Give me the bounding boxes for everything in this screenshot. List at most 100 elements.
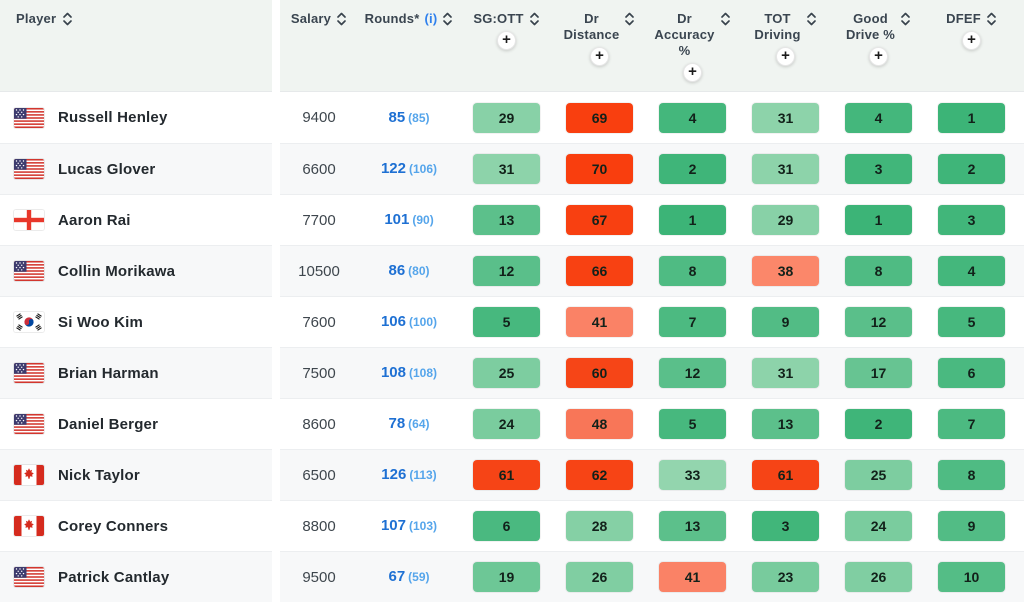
- rounds-cell: 101 (90): [358, 211, 460, 229]
- add-column-button[interactable]: +: [497, 31, 516, 50]
- rounds-secondary-value: (64): [408, 417, 430, 431]
- player-name: Lucas Glover: [58, 160, 156, 178]
- flag-icon-us: [14, 159, 44, 179]
- stat-col-dfef: 1: [925, 102, 1018, 133]
- stat-col-dr-distance: 66: [553, 256, 646, 286]
- column-header-rounds[interactable]: Rounds* (i): [358, 0, 460, 27]
- column-header-dr-accuracy-pct[interactable]: Dr Accuracy% +: [646, 0, 739, 82]
- player-cell: Collin Morikawa: [0, 261, 280, 281]
- column-header-good-drive-pct[interactable]: Good Drive % +: [832, 0, 925, 66]
- stat-col-tot-driving: 61: [739, 460, 832, 490]
- add-column-button[interactable]: +: [590, 47, 609, 66]
- player-row[interactable]: Russell Henley 9400 85 (85) 29 69 4 31 4 1: [0, 92, 1024, 143]
- column-header-label: Dr Distance: [564, 11, 620, 43]
- player-row[interactable]: Lucas Glover 6600 122 (106) 31 70 2 31 3 2: [0, 143, 1024, 194]
- add-column-button[interactable]: +: [776, 47, 795, 66]
- stat-cell: 4: [659, 102, 726, 133]
- stat-cell: 3: [938, 205, 1005, 235]
- player-row[interactable]: Brian Harman 7500 108 (108) 25 60 12 31 17 6: [0, 347, 1024, 398]
- sort-icon[interactable]: [900, 11, 911, 27]
- stat-col-good-drive-pct: 26: [832, 562, 925, 592]
- stat-cell: 1: [938, 102, 1005, 133]
- column-header-player[interactable]: Player: [0, 0, 280, 27]
- column-header-label: SG:OTT: [473, 11, 523, 27]
- stat-cell: 13: [473, 205, 540, 235]
- flag-icon-us: [14, 363, 44, 383]
- stat-cell: 1: [845, 205, 912, 235]
- add-column-button[interactable]: +: [869, 47, 888, 66]
- player-row[interactable]: Aaron Rai 7700 101 (90) 13 67 1 29 1 3: [0, 194, 1024, 245]
- stat-cell: 13: [752, 409, 819, 439]
- stat-col-dr-accuracy-pct: 8: [646, 256, 739, 286]
- stat-col-dr-accuracy-pct: 2: [646, 154, 739, 184]
- player-row[interactable]: Nick Taylor 6500 126 (113) 61 62 33 61 25 8: [0, 449, 1024, 500]
- sort-icon[interactable]: [986, 11, 997, 27]
- stat-col-good-drive-pct: 2: [832, 409, 925, 439]
- rounds-value: 86: [388, 262, 406, 279]
- player-row[interactable]: Collin Morikawa 10500 86 (80) 12 66 8 38 8 4: [0, 245, 1024, 296]
- add-column-button[interactable]: +: [962, 31, 981, 50]
- stat-cell: 31: [473, 154, 540, 184]
- sort-icon[interactable]: [442, 11, 453, 27]
- stat-col-dr-distance: 70: [553, 154, 646, 184]
- column-header-line: Dr: [677, 11, 692, 26]
- stat-col-good-drive-pct: 3: [832, 154, 925, 184]
- stat-col-dr-distance: 48: [553, 409, 646, 439]
- rounds-cell: 86 (80): [358, 262, 460, 280]
- sort-icon[interactable]: [624, 11, 635, 27]
- rounds-secondary-value: (103): [409, 519, 438, 533]
- column-header-line: SG:OTT: [473, 11, 524, 26]
- stat-header-top: Dr Accuracy%: [654, 11, 730, 59]
- stat-cell: 12: [845, 307, 912, 337]
- player-row[interactable]: Patrick Cantlay 9500 67 (59) 19 26 41 23 26 10: [0, 551, 1024, 602]
- stat-col-tot-driving: 38: [739, 256, 832, 286]
- rounds-info-link[interactable]: (i): [424, 11, 438, 26]
- stat-col-dr-accuracy-pct: 33: [646, 460, 739, 490]
- stat-cell: 8: [659, 256, 726, 286]
- stat-col-tot-driving: 3: [739, 511, 832, 541]
- player-cell: Daniel Berger: [0, 414, 280, 434]
- column-header-tot-driving[interactable]: TOT Driving +: [739, 0, 832, 66]
- sort-icon[interactable]: [806, 11, 817, 27]
- stat-cell: 25: [845, 460, 912, 490]
- stat-cell: 7: [938, 409, 1005, 439]
- table-header-row: Player Salary Rounds* (i) SG:OTT + Dr Dis…: [0, 0, 1024, 92]
- stat-col-dr-accuracy-pct: 4: [646, 102, 739, 133]
- salary-value: 6500: [302, 466, 336, 484]
- player-name: Corey Conners: [58, 517, 169, 535]
- sort-icon[interactable]: [720, 11, 731, 27]
- column-header-dfef[interactable]: DFEF +: [925, 0, 1018, 50]
- rounds-value: 101: [384, 211, 410, 228]
- stat-cell: 29: [473, 102, 540, 133]
- sort-icon[interactable]: [62, 11, 73, 27]
- column-header-line: Distance: [563, 27, 620, 42]
- add-column-button[interactable]: +: [683, 63, 702, 82]
- rounds-cell: 85 (85): [358, 109, 460, 127]
- stat-cell: 19: [473, 562, 540, 592]
- sort-icon[interactable]: [336, 11, 347, 27]
- player-cell: Brian Harman: [0, 363, 280, 383]
- stat-cell: 2: [938, 154, 1005, 184]
- rounds-secondary-value: (106): [409, 162, 438, 176]
- salary-value: 10500: [298, 262, 340, 280]
- column-header-label: DFEF: [946, 11, 981, 27]
- column-header-dr-distance[interactable]: Dr Distance +: [553, 0, 646, 66]
- stat-cell: 7: [659, 307, 726, 337]
- stat-cell: 4: [845, 102, 912, 133]
- flag-icon-kr: [14, 312, 44, 332]
- column-header-sg-ott[interactable]: SG:OTT +: [460, 0, 553, 50]
- rounds-value: 106: [380, 313, 406, 330]
- player-row[interactable]: Si Woo Kim 7600 106 (100) 5 41 7 9 12 5: [0, 296, 1024, 347]
- sort-icon[interactable]: [529, 11, 540, 27]
- player-row[interactable]: Corey Conners 8800 107 (103) 6 28 13 3 24 9: [0, 500, 1024, 551]
- table-body: Russell Henley 9400 85 (85) 29 69 4 31 4 1 Luc…: [0, 92, 1024, 602]
- player-cell: Si Woo Kim: [0, 312, 280, 332]
- stat-header-top: Good Drive %: [846, 11, 911, 43]
- column-header-label: TOT Driving: [754, 11, 800, 43]
- player-row[interactable]: Daniel Berger 8600 78 (64) 24 48 5 13 2 7: [0, 398, 1024, 449]
- stat-cell: 8: [845, 256, 912, 286]
- stat-cell: 67: [566, 205, 633, 235]
- player-name: Collin Morikawa: [58, 262, 176, 280]
- stat-header-top: SG:OTT: [473, 11, 539, 27]
- column-header-salary[interactable]: Salary: [280, 0, 358, 27]
